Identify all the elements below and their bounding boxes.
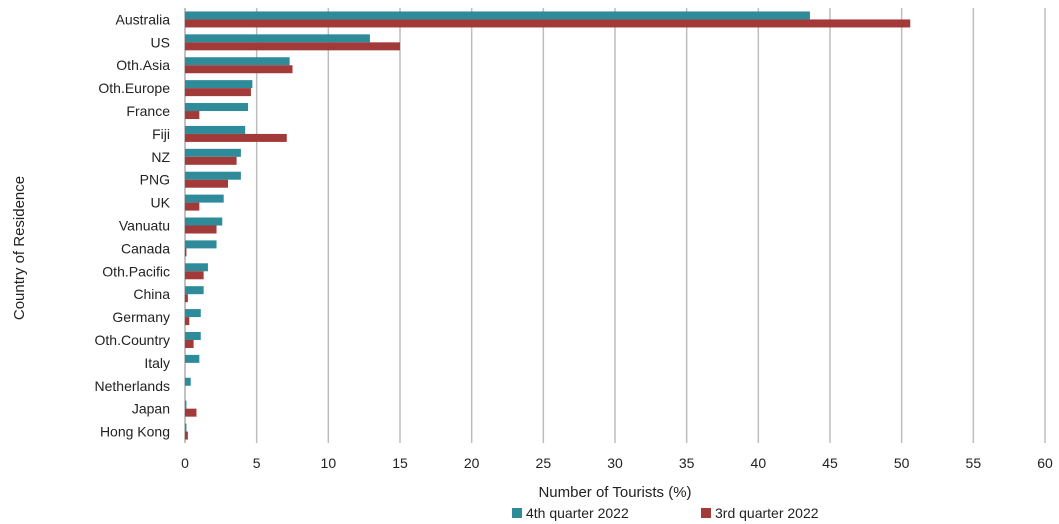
bar-france-q3 <box>185 111 200 120</box>
legend: 4th quarter 2022 3rd quarter 2022 <box>512 505 819 521</box>
category-label-nz: NZ <box>151 149 170 165</box>
bar-germany-q4 <box>185 309 201 318</box>
bar-oth-pacific-q4 <box>185 263 208 272</box>
category-label-australia: Australia <box>116 11 171 27</box>
bar-uk-q4 <box>185 194 224 203</box>
bar-fiji-q3 <box>185 133 287 142</box>
x-tick-label: 5 <box>253 455 261 471</box>
category-label-hong-kong: Hong Kong <box>100 424 170 440</box>
bar-oth-europe-q4 <box>185 80 253 89</box>
bar-oth-europe-q3 <box>185 88 251 97</box>
x-tick-label: 50 <box>894 455 910 471</box>
x-tick-label: 10 <box>321 455 337 471</box>
legend-label-4th-quarter: 4th quarter 2022 <box>526 505 629 521</box>
bars <box>185 11 911 440</box>
bar-png-q4 <box>185 171 241 180</box>
bar-oth-pacific-q3 <box>185 271 204 280</box>
bar-uk-q3 <box>185 202 200 211</box>
category-label-oth-europe: Oth.Europe <box>98 80 170 96</box>
category-label-png: PNG <box>140 172 170 188</box>
category-label-uk: UK <box>151 195 171 211</box>
bar-fiji-q4 <box>185 125 246 134</box>
bar-hong-kong-q3 <box>185 431 188 440</box>
bar-vanuatu-q4 <box>185 217 223 226</box>
category-label-france: France <box>126 103 170 119</box>
category-label-oth-country: Oth.Country <box>95 332 170 348</box>
x-tick-label: 60 <box>1037 455 1053 471</box>
category-label-netherlands: Netherlands <box>95 378 171 394</box>
bar-japan-q3 <box>185 408 197 417</box>
bar-us-q4 <box>185 34 370 43</box>
category-label-vanuatu: Vanuatu <box>119 218 170 234</box>
bar-hong-kong-q4 <box>185 423 187 432</box>
category-label-italy: Italy <box>144 355 170 371</box>
category-label-oth-asia: Oth.Asia <box>116 57 170 73</box>
category-label-us: US <box>151 34 170 50</box>
category-label-fiji: Fiji <box>152 126 170 142</box>
bar-italy-q4 <box>185 354 200 363</box>
category-label-japan: Japan <box>132 401 170 417</box>
bar-nz-q4 <box>185 148 241 157</box>
x-tick-label: 30 <box>607 455 623 471</box>
x-tick-label: 35 <box>679 455 695 471</box>
legend-swatch-3rd-quarter <box>701 508 711 518</box>
bar-canada-q4 <box>185 240 217 249</box>
bar-canada-q3 <box>185 248 187 257</box>
category-label-canada: Canada <box>121 240 170 256</box>
x-tick-label: 25 <box>536 455 552 471</box>
x-tick-label: 20 <box>464 455 480 471</box>
bar-vanuatu-q3 <box>185 225 217 234</box>
bar-nz-q3 <box>185 156 237 165</box>
x-tick-label: 40 <box>751 455 767 471</box>
y-axis-title: Country of Residence <box>11 176 28 320</box>
category-labels: Australia US Oth.Asia Oth.Europe France Fiji N… <box>95 11 171 439</box>
category-label-oth-pacific: Oth.Pacific <box>102 263 170 279</box>
legend-label-3rd-quarter: 3rd quarter 2022 <box>715 505 819 521</box>
x-axis-title: Number of Tourists (%) <box>538 484 691 501</box>
x-tick-label: 45 <box>822 455 838 471</box>
legend-swatch-4th-quarter <box>512 508 522 518</box>
bar-oth-country-q3 <box>185 339 194 348</box>
bar-germany-q3 <box>185 317 190 326</box>
x-tick-labels: 0 5 10 15 20 25 30 35 40 45 50 55 60 <box>181 455 1053 471</box>
bar-australia-q3 <box>185 19 911 28</box>
gridlines <box>184 8 1046 443</box>
x-tick-label: 15 <box>392 455 408 471</box>
bar-china-q4 <box>185 286 204 295</box>
category-label-china: China <box>133 286 170 302</box>
bar-australia-q4 <box>185 11 810 20</box>
bar-oth-asia-q4 <box>185 57 290 66</box>
x-tick-label: 55 <box>966 455 982 471</box>
bar-netherlands-q4 <box>185 377 191 386</box>
bar-png-q3 <box>185 179 228 188</box>
bar-oth-country-q4 <box>185 331 201 340</box>
x-tick-label: 0 <box>181 455 189 471</box>
bar-france-q4 <box>185 103 249 112</box>
bar-japan-q4 <box>185 400 187 409</box>
bar-china-q3 <box>185 294 188 303</box>
category-label-germany: Germany <box>112 309 170 325</box>
bar-oth-asia-q3 <box>185 65 293 74</box>
bar-us-q3 <box>185 42 400 51</box>
